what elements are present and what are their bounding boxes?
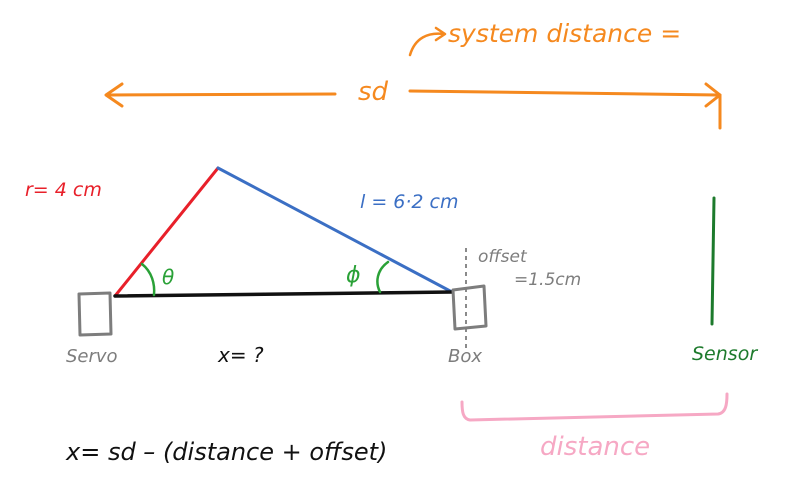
distance-bracket	[460, 392, 729, 422]
phi-symbol: ϕ	[346, 263, 361, 288]
sd-arrow-left-shaft	[106, 92, 337, 97]
offset-label: offset	[478, 247, 528, 267]
sd-arrow-left-head	[104, 82, 124, 108]
sd-arrow-right-shaft	[408, 89, 720, 97]
base-x-line	[113, 290, 454, 298]
sensor-label: Sensor	[692, 343, 758, 365]
offset-formula: x= sd – (distance + offset)	[65, 438, 387, 466]
sd-label: sd	[358, 77, 389, 107]
crank-radius-line	[113, 166, 220, 298]
theta-angle-arc	[140, 262, 156, 297]
sensor-line	[710, 196, 716, 326]
phi-angle-arc	[376, 260, 390, 294]
system-distance-pointer-arrow	[408, 32, 446, 57]
radius-label: r= 4 cm	[25, 179, 102, 201]
system-distance-label: system distance =	[448, 19, 681, 48]
connecting-rod-length-label: l = 6·2 cm	[360, 191, 459, 213]
theta-symbol: θ	[162, 265, 174, 289]
distance-label: distance	[540, 432, 650, 462]
box-label: Box	[448, 346, 482, 367]
system-distance-pointer-arrowhead	[434, 26, 447, 42]
servo-label: Servo	[66, 346, 118, 367]
x-unknown-label: x= ?	[217, 343, 264, 367]
offset-value-label: =1.5cm	[514, 270, 581, 290]
servo-block	[77, 291, 113, 337]
box-block	[451, 284, 488, 331]
connecting-rod-line	[216, 166, 454, 294]
